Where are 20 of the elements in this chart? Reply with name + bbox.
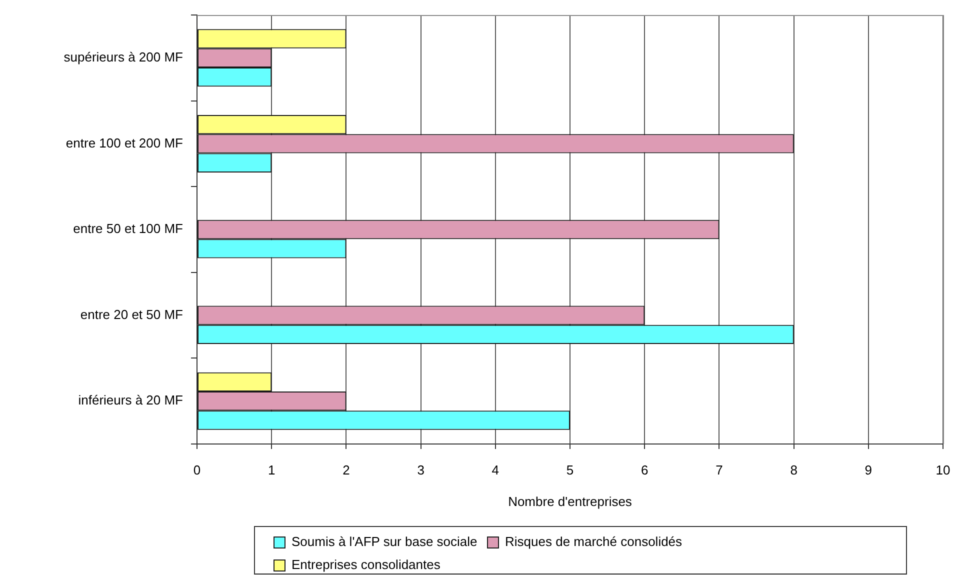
y-tick-label: inférieurs à 20 MF [78,392,184,408]
legend-label: Soumis à l'AFP sur base sociale [292,534,478,550]
y-tick-label: entre 50 et 100 MF [73,221,184,236]
x-tick-label: 2 [342,462,350,478]
x-axis-title: Nombre d'entreprises [508,494,632,509]
x-tick-label: 10 [936,462,950,478]
x-tick-label: 1 [268,462,276,478]
y-tick-label: entre 100 et 200 MF [66,135,184,150]
legend-label: Risques de marché consolidés [505,534,683,550]
y-tick-label: supérieurs à 200 MF [64,49,184,64]
x-tick-label: 7 [716,462,723,478]
legend-label: Entreprises consolidantes [292,557,441,572]
x-tick-label: 8 [790,462,798,478]
x-tick-label: 9 [864,462,872,478]
y-tick-label: entre 20 et 50 MF [80,306,184,322]
x-tick-label: 5 [566,462,574,478]
x-tick-label: 0 [193,462,201,478]
x-tick-label: 3 [417,462,424,478]
x-tick-label: 6 [640,462,648,478]
x-tick-label: 4 [492,462,500,478]
